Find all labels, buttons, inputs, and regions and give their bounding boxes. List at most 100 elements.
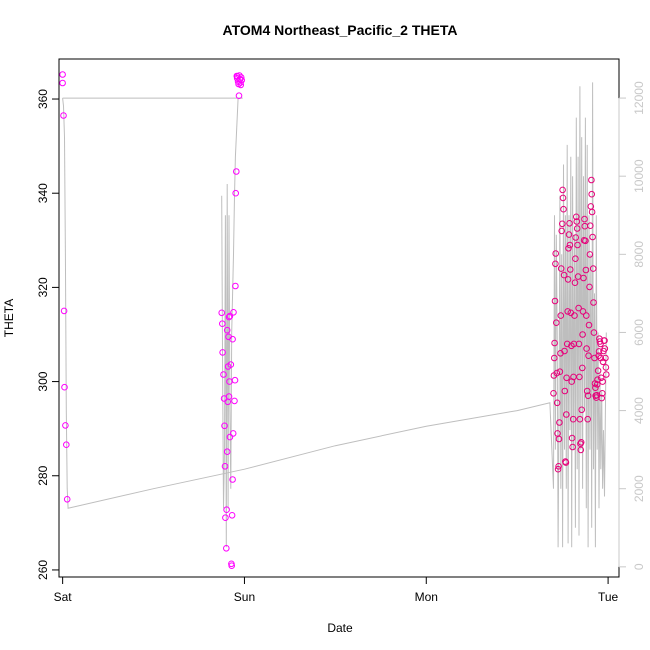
data-point <box>571 279 579 287</box>
data-point <box>555 435 563 443</box>
data-point <box>593 391 601 399</box>
y-tick-label: 360 <box>36 89 50 109</box>
data-point <box>552 260 559 268</box>
data-point <box>560 205 567 213</box>
data-point <box>556 368 564 376</box>
data-point <box>576 373 583 381</box>
data-point <box>587 222 594 229</box>
data-point <box>590 329 598 336</box>
data-point <box>233 168 240 175</box>
data-point <box>601 345 609 352</box>
data-point <box>228 512 236 519</box>
y2-tick-label: 0 <box>632 563 646 570</box>
data-point <box>225 393 233 400</box>
y2-axis: 0 2000 4000 6000 8000 10000 12000 <box>618 81 646 570</box>
data-point <box>229 335 236 343</box>
data-point <box>602 364 610 371</box>
y2-tick-label: 8000 <box>632 241 646 268</box>
data-point <box>582 266 590 274</box>
data-point <box>589 233 596 241</box>
y2-tick-label: 10000 <box>632 159 646 193</box>
data-point <box>575 340 583 348</box>
data-point <box>550 390 557 397</box>
data-point <box>221 422 228 430</box>
data-point <box>232 282 239 290</box>
data-point <box>553 399 561 407</box>
y2-tick-label: 12000 <box>632 81 646 115</box>
data-point <box>563 374 570 382</box>
data-point <box>229 430 237 437</box>
data-point <box>603 371 610 378</box>
data-point <box>223 545 230 552</box>
data-point <box>551 339 558 347</box>
y-axis-label: THETA <box>2 299 16 337</box>
data-point <box>59 79 66 87</box>
data-point <box>576 415 584 423</box>
series-line <box>62 82 607 548</box>
data-point <box>597 374 605 382</box>
data-point <box>563 340 571 348</box>
data-point <box>588 208 596 216</box>
data-point <box>602 354 609 362</box>
y-tick-label: 340 <box>36 183 50 203</box>
data-point <box>227 361 235 368</box>
data-point <box>601 337 608 344</box>
data-point <box>562 459 570 466</box>
data-point <box>238 76 245 84</box>
data-point <box>577 439 585 446</box>
x-tick-label: Sat <box>54 590 73 604</box>
data-point <box>221 463 229 470</box>
data-point <box>578 406 586 414</box>
data-point <box>561 347 568 355</box>
data-point <box>566 241 574 249</box>
data-point <box>575 304 582 312</box>
data-point <box>225 313 233 321</box>
data-point <box>567 266 574 273</box>
data-point <box>588 176 595 184</box>
data-point <box>581 215 588 223</box>
y-tick-label: 300 <box>36 371 50 391</box>
x-tick-label: Sun <box>234 590 255 604</box>
x-axis: Sat Sun Mon Tue <box>54 576 619 604</box>
data-point <box>553 319 560 327</box>
data-point <box>553 369 561 377</box>
data-point <box>572 255 579 263</box>
data-point <box>573 213 580 221</box>
data-point <box>584 392 592 400</box>
data-point <box>63 441 70 449</box>
plot-points <box>59 71 610 570</box>
data-point <box>231 397 238 405</box>
data-point <box>579 364 586 372</box>
data-point <box>571 312 578 319</box>
data-point <box>579 331 586 338</box>
data-point <box>59 71 66 78</box>
data-point <box>586 251 594 258</box>
data-point <box>551 297 559 305</box>
data-point <box>557 265 565 272</box>
data-point <box>593 381 601 388</box>
data-point <box>559 186 566 194</box>
data-point <box>556 419 563 426</box>
x-axis-label: Date <box>327 621 353 635</box>
data-point <box>586 283 593 291</box>
data-point <box>237 74 245 81</box>
data-point <box>582 237 589 245</box>
data-point <box>564 276 572 283</box>
data-point <box>231 376 239 384</box>
data-point <box>566 220 573 227</box>
data-point <box>569 415 577 423</box>
data-point <box>577 446 585 454</box>
data-point <box>592 384 599 392</box>
y2-tick-label: 2000 <box>632 475 646 502</box>
data-point <box>220 371 227 378</box>
y-tick-label: 280 <box>36 465 50 485</box>
data-point <box>223 506 230 514</box>
data-point <box>583 387 591 395</box>
data-point <box>580 274 587 282</box>
data-point <box>599 390 606 397</box>
data-point <box>230 309 237 316</box>
data-point <box>595 348 603 355</box>
data-point <box>599 378 606 385</box>
y-axis: 260 280 300 320 340 360 <box>36 89 60 580</box>
